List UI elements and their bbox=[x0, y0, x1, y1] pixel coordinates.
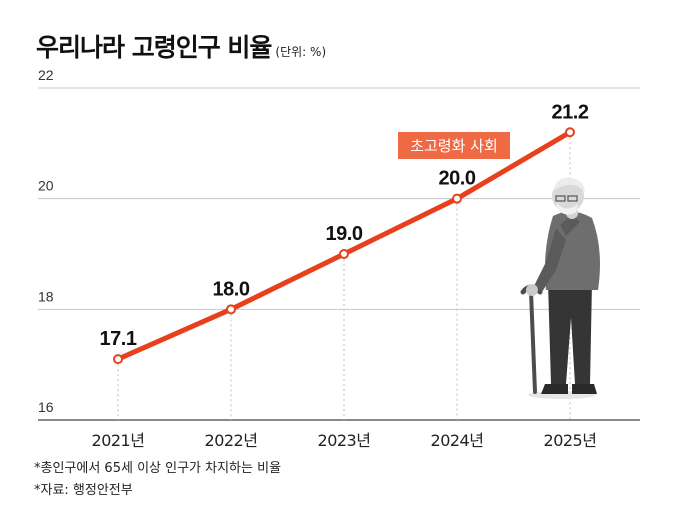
y-tick-label: 16 bbox=[38, 399, 54, 415]
y-axis-ticks: 16 18 20 22 bbox=[38, 67, 54, 415]
footnote-source: *자료: 행정안전부 bbox=[34, 483, 133, 498]
data-label: 20.0 bbox=[439, 168, 476, 190]
data-point bbox=[113, 354, 123, 365]
data-point bbox=[226, 304, 236, 315]
data-label: 19.0 bbox=[326, 223, 363, 245]
data-labels: 17.1 18.0 19.0 20.0 21.2 bbox=[100, 101, 590, 350]
chart-title: 우리나라 고령인구 비율 bbox=[36, 33, 272, 62]
x-tick-label: 2021년 bbox=[92, 431, 145, 450]
annotation-label: 초고령화 사회 bbox=[410, 137, 498, 155]
y-tick-label: 20 bbox=[38, 178, 54, 194]
unit-label: (단위: %) bbox=[275, 45, 327, 59]
annotation-box bbox=[398, 132, 510, 159]
data-point bbox=[339, 249, 349, 259]
y-tick-label: 22 bbox=[38, 67, 54, 83]
data-label: 21.2 bbox=[552, 101, 589, 123]
title-row: 우리나라 고령인구 비율 (단위: %) bbox=[36, 28, 326, 64]
data-points bbox=[113, 127, 575, 365]
category-guides bbox=[117, 132, 571, 420]
annotation: 초고령화 사회 bbox=[398, 132, 510, 159]
footnotes: *총인구에서 65세 이상 인구가 차지하는 비율 *자료: 행정안전부 bbox=[34, 458, 281, 502]
footnote-definition: *총인구에서 65세 이상 인구가 차지하는 비율 bbox=[34, 461, 282, 476]
x-tick-label: 2024년 bbox=[431, 431, 484, 450]
data-label: 18.0 bbox=[213, 278, 250, 300]
gridlines bbox=[38, 87, 640, 421]
x-tick-label: 2023년 bbox=[318, 431, 371, 450]
data-point bbox=[565, 127, 575, 138]
x-tick-label: 2025년 bbox=[544, 431, 597, 450]
x-axis-ticks: 2021년 2022년 2023년 2024년 2025년 bbox=[92, 431, 597, 450]
data-point bbox=[452, 193, 462, 204]
data-label: 17.1 bbox=[100, 328, 137, 350]
elderly-man-illustration bbox=[520, 177, 600, 399]
x-tick-label: 2022년 bbox=[205, 431, 258, 450]
y-tick-label: 18 bbox=[38, 288, 54, 304]
